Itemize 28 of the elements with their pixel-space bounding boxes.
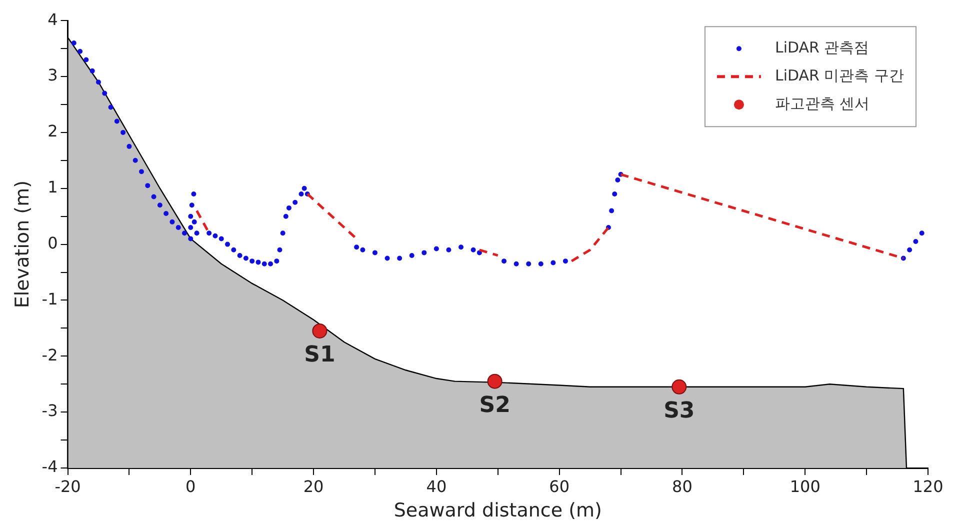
annotation: S2 [479,393,510,418]
x-tick-label: 80 [672,476,692,496]
y-tick-label: -1 [42,289,58,308]
legend-label: LiDAR 미관측 구간 [774,66,904,84]
point [312,323,328,338]
x-tick-label: -20 [54,476,81,496]
y-tick-label: -3 [42,401,58,420]
x-tick-label: 40 [426,476,447,496]
y-tick-label: -2 [42,345,58,364]
y-axis-title: Elevation (m) [11,180,34,308]
point [672,379,687,394]
y-tick-label: 3 [48,66,58,85]
x-tick-label: 0 [186,476,196,496]
x-tick-label: 20 [303,476,324,496]
legend-label: 파고관측 센서 [774,94,870,112]
x-tick-label: 120 [912,476,944,496]
x-tick-label: 60 [549,476,570,496]
y-tick-label: 4 [48,10,58,29]
y-tick-label: -4 [42,457,58,476]
point [487,374,502,389]
legend-label: LiDAR 관측점 [774,38,870,56]
y-tick-label: 0 [48,233,58,252]
annotation: S3 [664,398,695,424]
x-tick-label: 100 [790,476,820,496]
x-axis-title: Seaward distance (m) [394,500,602,522]
y-tick-label: 2 [48,122,58,141]
annotation: S1 [304,342,336,368]
y-tick-label: 1 [48,178,58,197]
